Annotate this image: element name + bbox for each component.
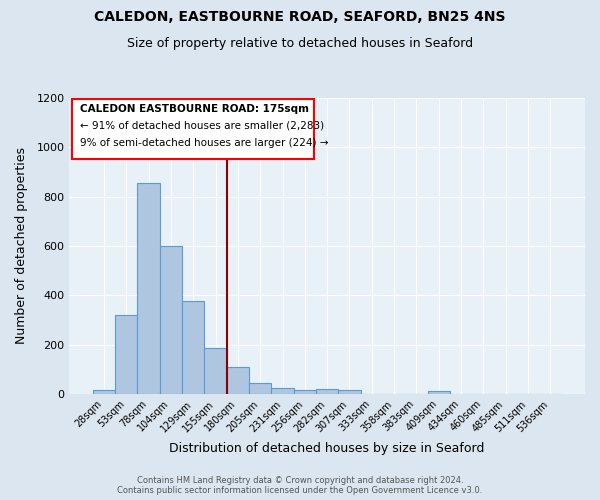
Bar — [428, 392, 450, 394]
Bar — [227, 367, 249, 394]
Text: ← 91% of detached houses are smaller (2,283): ← 91% of detached houses are smaller (2,… — [80, 120, 324, 130]
Text: Contains HM Land Registry data © Crown copyright and database right 2024.
Contai: Contains HM Land Registry data © Crown c… — [118, 476, 482, 495]
Text: CALEDON EASTBOURNE ROAD: 175sqm: CALEDON EASTBOURNE ROAD: 175sqm — [80, 104, 308, 114]
Y-axis label: Number of detached properties: Number of detached properties — [15, 148, 28, 344]
Text: 9% of semi-detached houses are larger (224) →: 9% of semi-detached houses are larger (2… — [80, 138, 328, 148]
Bar — [249, 383, 271, 394]
Bar — [338, 390, 361, 394]
X-axis label: Distribution of detached houses by size in Seaford: Distribution of detached houses by size … — [169, 442, 485, 455]
Bar — [93, 390, 115, 394]
Bar — [160, 246, 182, 394]
Bar — [205, 348, 227, 394]
Bar — [115, 315, 137, 394]
Text: Size of property relative to detached houses in Seaford: Size of property relative to detached ho… — [127, 38, 473, 51]
Bar — [271, 388, 293, 394]
Bar — [182, 302, 205, 394]
Bar — [293, 390, 316, 394]
FancyBboxPatch shape — [72, 100, 314, 158]
Bar — [137, 183, 160, 394]
Bar — [316, 389, 338, 394]
Text: CALEDON, EASTBOURNE ROAD, SEAFORD, BN25 4NS: CALEDON, EASTBOURNE ROAD, SEAFORD, BN25 … — [94, 10, 506, 24]
